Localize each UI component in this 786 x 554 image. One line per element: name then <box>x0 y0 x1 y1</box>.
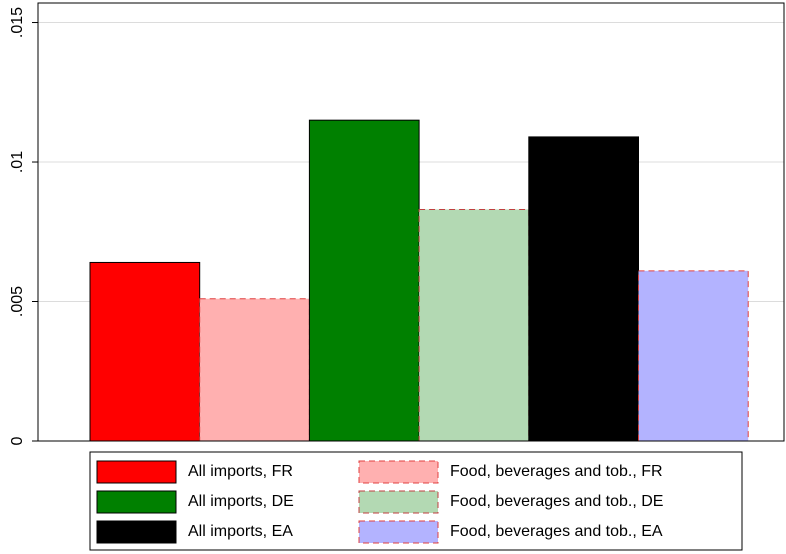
legend-label: Food, beverages and tob., EA <box>450 523 663 540</box>
legend-swatch <box>96 490 177 514</box>
bar <box>418 208 530 442</box>
legend-label: Food, beverages and tob., FR <box>450 463 663 480</box>
legend-label: All imports, DE <box>188 493 294 510</box>
y-tick-label: .015 <box>9 7 26 38</box>
y-tick-label: .01 <box>9 151 26 173</box>
y-tick-label: 0 <box>9 436 26 445</box>
bar <box>89 261 201 442</box>
y-tick-label: .005 <box>9 286 26 317</box>
bar <box>199 298 310 442</box>
legend-label: Food, beverages and tob., DE <box>450 493 663 510</box>
legend-swatch <box>358 520 439 544</box>
bar <box>528 136 639 442</box>
bar <box>308 119 420 442</box>
legend-swatch <box>358 490 439 514</box>
legend-swatch <box>96 460 177 484</box>
legend-swatch <box>358 460 439 484</box>
plot-frame <box>37 2 785 442</box>
legend-swatch <box>96 520 177 544</box>
bar <box>638 270 749 442</box>
legend-label: All imports, EA <box>188 523 293 540</box>
legend-label: All imports, FR <box>188 463 293 480</box>
